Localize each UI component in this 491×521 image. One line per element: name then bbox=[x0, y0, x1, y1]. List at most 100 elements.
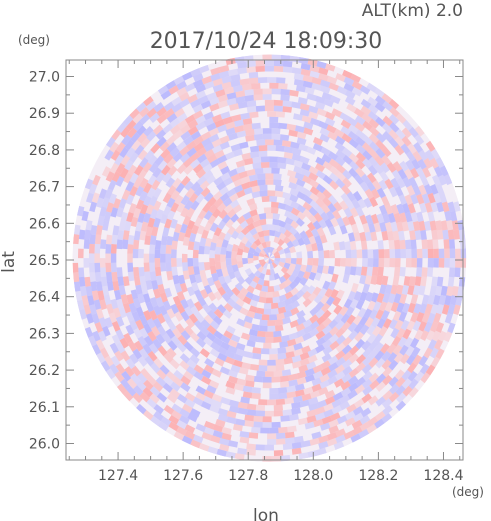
radar-cell bbox=[326, 124, 337, 134]
radar-cell bbox=[355, 158, 366, 170]
radar-cell bbox=[185, 187, 195, 199]
radar-cell bbox=[189, 331, 200, 343]
radar-cell bbox=[112, 280, 120, 292]
radar-cell bbox=[247, 252, 254, 259]
radar-cell bbox=[351, 258, 357, 267]
radar-cell bbox=[352, 314, 363, 326]
radar-cell bbox=[269, 116, 279, 123]
radar-cell bbox=[299, 277, 308, 286]
radar-cell bbox=[335, 350, 346, 361]
radar-cell bbox=[235, 90, 246, 98]
radar-cell bbox=[179, 414, 190, 425]
radar-cell bbox=[144, 355, 155, 367]
radar-cell bbox=[375, 357, 386, 369]
radar-cell bbox=[269, 427, 279, 434]
radar-cell bbox=[407, 220, 415, 232]
radar-cell bbox=[308, 105, 319, 114]
radar-cell bbox=[222, 309, 233, 319]
radar-cell bbox=[156, 136, 167, 147]
radar-cell bbox=[181, 253, 188, 263]
radar-cell bbox=[419, 363, 430, 375]
radar-cell bbox=[322, 280, 331, 291]
radar-cell bbox=[276, 438, 286, 445]
radar-cell bbox=[320, 211, 330, 222]
radar-cell bbox=[199, 158, 210, 169]
radar-cell bbox=[122, 115, 134, 126]
radar-cell bbox=[263, 280, 270, 287]
radar-cell bbox=[393, 352, 404, 364]
radar-cell bbox=[248, 334, 258, 343]
radar-cell bbox=[234, 282, 244, 292]
radar-cell bbox=[276, 432, 286, 440]
radar-cell bbox=[130, 289, 139, 300]
radar-cell bbox=[342, 274, 350, 284]
radar-cell bbox=[366, 333, 377, 344]
radar-cell bbox=[342, 169, 353, 180]
radar-cell bbox=[373, 222, 382, 233]
radar-cell bbox=[115, 329, 125, 341]
radar-cell bbox=[211, 138, 222, 148]
radar-cell bbox=[291, 67, 302, 75]
radar-cell bbox=[189, 408, 201, 418]
radar-cell bbox=[299, 230, 308, 240]
radar-cell bbox=[320, 294, 330, 305]
radar-cell bbox=[364, 231, 372, 242]
radar-cell bbox=[192, 249, 199, 259]
radar-cell bbox=[291, 355, 302, 363]
radar-cell bbox=[225, 258, 232, 266]
radar-cell bbox=[398, 311, 408, 323]
radar-cell bbox=[314, 344, 326, 354]
radar-cell bbox=[133, 164, 144, 176]
radar-cell bbox=[269, 263, 275, 270]
radar-cell bbox=[163, 101, 175, 112]
radar-cell bbox=[273, 65, 284, 72]
radar-cell bbox=[262, 133, 272, 140]
radar-cell bbox=[272, 213, 281, 220]
radar-cell bbox=[374, 350, 385, 362]
radar-cell bbox=[145, 301, 155, 313]
radar-cell bbox=[85, 313, 94, 324]
radar-cell bbox=[79, 285, 87, 297]
radar-cell bbox=[120, 378, 131, 390]
radar-cell bbox=[291, 442, 302, 450]
radar-cell bbox=[399, 353, 410, 365]
radar-cell bbox=[273, 336, 282, 343]
radar-cell bbox=[283, 262, 291, 270]
radar-cell bbox=[174, 194, 184, 206]
radar-cell bbox=[414, 329, 424, 341]
radar-cell bbox=[204, 426, 215, 436]
radar-cell bbox=[136, 372, 148, 384]
radar-cell bbox=[143, 335, 154, 347]
radar-cell bbox=[387, 293, 396, 304]
radar-cell bbox=[429, 183, 439, 195]
radar-cell bbox=[176, 342, 187, 353]
radar-cell bbox=[153, 411, 164, 422]
radar-cell bbox=[223, 275, 232, 285]
radar-cell bbox=[129, 185, 139, 197]
radar-cell bbox=[215, 419, 226, 428]
radar-cell bbox=[378, 258, 385, 268]
radar-cell bbox=[371, 317, 381, 328]
radar-cell bbox=[381, 93, 393, 104]
radar-cell bbox=[354, 121, 366, 132]
radar-cell bbox=[233, 270, 242, 280]
radar-cell bbox=[286, 267, 295, 276]
radar-cell bbox=[293, 113, 303, 121]
radar-cell bbox=[262, 416, 272, 423]
radar-cell bbox=[220, 172, 231, 182]
radar-cell bbox=[160, 148, 171, 160]
radar-cell bbox=[132, 113, 143, 124]
radar-cell bbox=[274, 184, 284, 192]
radar-cell bbox=[273, 236, 281, 244]
radar-cell bbox=[95, 308, 104, 320]
radar-cell bbox=[361, 393, 372, 404]
radar-cell bbox=[206, 384, 217, 394]
radar-cell bbox=[227, 345, 238, 354]
radar-cell bbox=[227, 168, 238, 178]
radar-cell bbox=[245, 216, 255, 226]
radar-cell bbox=[269, 393, 279, 400]
radar-cell bbox=[295, 329, 306, 338]
radar-cell bbox=[253, 94, 263, 101]
radar-cell bbox=[287, 338, 297, 347]
radar-cell bbox=[322, 309, 332, 320]
